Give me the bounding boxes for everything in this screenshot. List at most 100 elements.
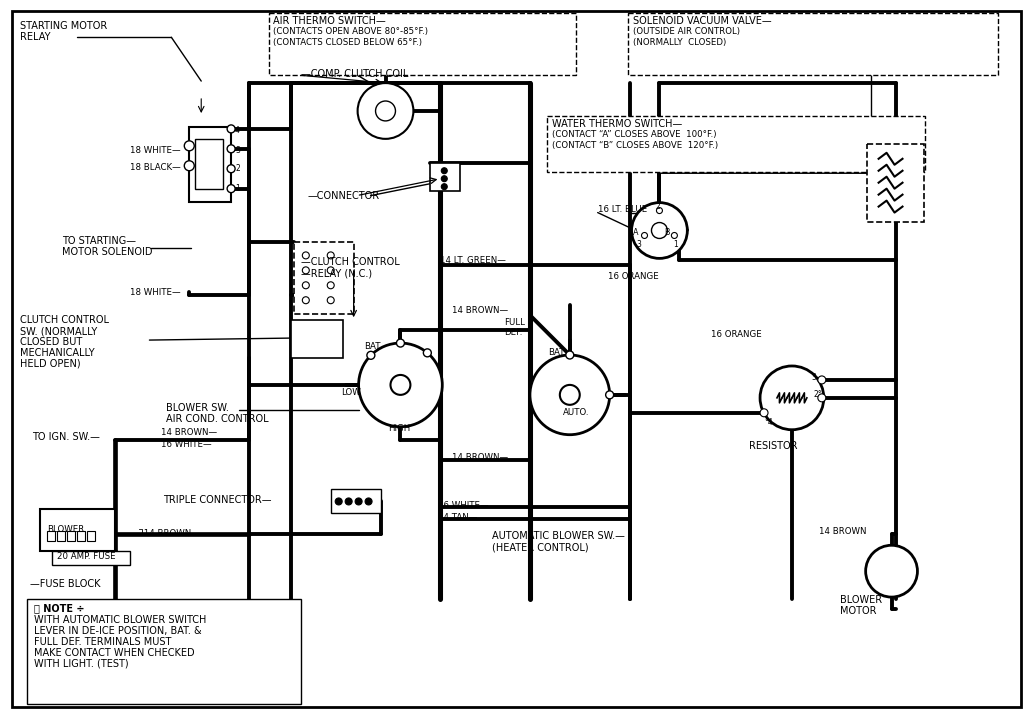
Text: 18 WHITE—: 18 WHITE—	[129, 288, 180, 297]
Circle shape	[760, 366, 823, 430]
Circle shape	[327, 252, 335, 259]
Circle shape	[357, 83, 413, 139]
Text: LOW: LOW	[341, 388, 361, 397]
Text: AUTO.: AUTO.	[563, 408, 589, 417]
Text: 2°: 2°	[814, 390, 822, 399]
Circle shape	[441, 184, 447, 190]
Bar	[431, 163, 461, 191]
Circle shape	[441, 168, 447, 174]
Circle shape	[818, 394, 825, 402]
Text: SW. (NORMALLY: SW. (NORMALLY	[20, 326, 97, 336]
Text: BLOWER: BLOWER	[840, 595, 882, 605]
Text: 4: 4	[236, 126, 240, 135]
Text: FULL DEF. TERMINALS MUST: FULL DEF. TERMINALS MUST	[34, 637, 171, 647]
Text: WATER THERMO SWITCH—: WATER THERMO SWITCH—	[552, 119, 682, 129]
Text: FULL: FULL	[504, 318, 525, 327]
Text: 16 ORANGE: 16 ORANGE	[712, 330, 762, 339]
Text: —CLUTCH CONTROL: —CLUTCH CONTROL	[301, 257, 400, 267]
Text: HIGH: HIGH	[388, 424, 411, 433]
Text: 2: 2	[656, 202, 660, 211]
Text: AIR THERMO SWITCH—: AIR THERMO SWITCH—	[273, 17, 385, 27]
Text: (CONTACT “B” CLOSES ABOVE  120°F.): (CONTACT “B” CLOSES ABOVE 120°F.)	[552, 141, 718, 150]
Circle shape	[184, 141, 194, 151]
Text: BLOWER SW.: BLOWER SW.	[166, 403, 229, 413]
Bar	[67, 531, 74, 541]
Circle shape	[760, 409, 768, 416]
Text: (HEATER CONTROL): (HEATER CONTROL)	[492, 542, 589, 552]
Text: 14 BROWN—: 14 BROWN—	[452, 306, 508, 315]
Text: 14 BROWN: 14 BROWN	[819, 527, 867, 536]
Circle shape	[227, 164, 236, 173]
Text: 2: 2	[236, 164, 240, 173]
Text: BAT.: BAT.	[365, 342, 382, 351]
Circle shape	[560, 385, 580, 405]
Circle shape	[303, 281, 309, 289]
Text: AIR COND. CONTROL: AIR COND. CONTROL	[166, 414, 269, 424]
Bar	[867, 144, 925, 222]
Circle shape	[303, 267, 309, 274]
Bar	[87, 531, 95, 541]
Text: CLUTCH CONTROL: CLUTCH CONTROL	[20, 315, 108, 325]
Text: —COMP. CLUTCH COIL: —COMP. CLUTCH COIL	[301, 69, 408, 79]
Circle shape	[365, 498, 372, 505]
Text: 3: 3	[636, 240, 641, 249]
Text: 16 WHITE—: 16 WHITE—	[161, 439, 212, 449]
Circle shape	[227, 125, 236, 133]
Text: 1: 1	[674, 240, 678, 249]
Text: 14 BROWN—: 14 BROWN—	[452, 452, 508, 462]
Circle shape	[397, 339, 405, 347]
Circle shape	[441, 176, 447, 182]
Text: 18 WHITE—: 18 WHITE—	[129, 146, 180, 155]
Bar	[628, 14, 998, 75]
Text: 16 ORANGE: 16 ORANGE	[607, 272, 658, 281]
Circle shape	[303, 297, 309, 304]
Text: 14 LT. GREEN—: 14 LT. GREEN—	[440, 256, 506, 266]
Text: (CONTACTS CLOSED BELOW 65°F.): (CONTACTS CLOSED BELOW 65°F.)	[273, 38, 421, 47]
Circle shape	[376, 101, 396, 121]
Circle shape	[866, 545, 917, 597]
Text: 3: 3	[236, 146, 240, 155]
Text: MAKE CONTACT WHEN CHECKED: MAKE CONTACT WHEN CHECKED	[34, 648, 194, 658]
Text: AUTOMATIC BLOWER SW.—: AUTOMATIC BLOWER SW.—	[492, 531, 625, 541]
Text: LEVER IN DE-ICE POSITION, BAT. &: LEVER IN DE-ICE POSITION, BAT. &	[34, 626, 201, 636]
Text: —FUSE BLOCK: —FUSE BLOCK	[30, 579, 100, 589]
Text: Ⓐ NOTE ÷: Ⓐ NOTE ÷	[34, 603, 85, 613]
Text: TO IGN. SW.—: TO IGN. SW.—	[32, 432, 100, 442]
Text: ⅂14 BROWN: ⅂14 BROWN	[139, 529, 192, 538]
Circle shape	[358, 343, 442, 426]
Text: —CONNECTOR: —CONNECTOR	[308, 191, 380, 200]
Bar	[76, 531, 85, 541]
Circle shape	[652, 223, 667, 238]
Text: TO STARTING—: TO STARTING—	[62, 236, 135, 246]
Bar	[40, 509, 115, 551]
Text: 20 AMP. FUSE: 20 AMP. FUSE	[57, 551, 116, 561]
Circle shape	[656, 208, 662, 213]
Bar	[269, 14, 575, 75]
Text: MOTOR SOLENOID: MOTOR SOLENOID	[62, 248, 152, 258]
Circle shape	[605, 391, 614, 398]
Circle shape	[424, 349, 432, 357]
Text: WITH AUTOMATIC BLOWER SWITCH: WITH AUTOMATIC BLOWER SWITCH	[34, 615, 207, 625]
Text: 14 TAN—: 14 TAN—	[438, 513, 477, 523]
Circle shape	[355, 498, 363, 505]
Text: 16 LT. BLUE: 16 LT. BLUE	[598, 205, 647, 213]
Circle shape	[671, 233, 678, 238]
Text: A: A	[632, 228, 638, 237]
Bar	[291, 320, 343, 358]
Text: TRIPLE CONNECTOR—: TRIPLE CONNECTOR—	[163, 495, 272, 505]
Circle shape	[227, 145, 236, 153]
Text: 16 WHITE—: 16 WHITE—	[438, 501, 489, 510]
Bar	[195, 139, 223, 189]
Text: 18 BLACK—: 18 BLACK—	[129, 163, 180, 172]
Text: RESISTOR: RESISTOR	[749, 441, 797, 451]
Circle shape	[530, 355, 609, 434]
Bar	[293, 243, 353, 314]
Circle shape	[345, 498, 352, 505]
Text: 1: 1	[236, 184, 240, 192]
Text: STARTING MOTOR: STARTING MOTOR	[20, 22, 107, 32]
Text: (CONTACT “A” CLOSES ABOVE  100°F.): (CONTACT “A” CLOSES ABOVE 100°F.)	[552, 130, 716, 139]
Text: MECHANICALLY: MECHANICALLY	[20, 348, 95, 358]
Circle shape	[390, 375, 410, 395]
Text: B: B	[664, 228, 670, 237]
Text: BAT.: BAT.	[547, 348, 566, 357]
